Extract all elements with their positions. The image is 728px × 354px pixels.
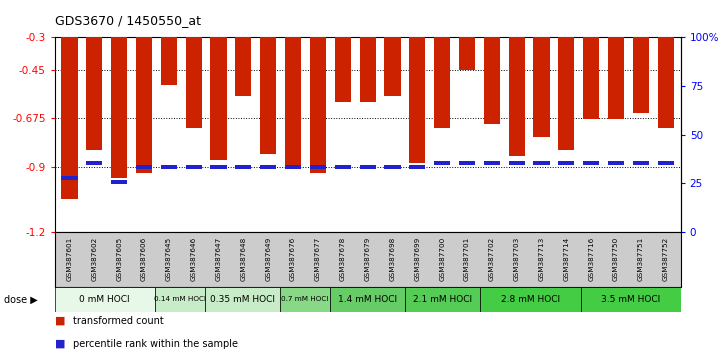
Bar	[161, 165, 177, 169]
Text: GSM387678: GSM387678	[340, 236, 346, 280]
Text: GSM387751: GSM387751	[638, 236, 644, 280]
Bar	[459, 161, 475, 165]
Bar	[384, 37, 400, 96]
Text: GSM387716: GSM387716	[588, 236, 594, 280]
Text: GSM387606: GSM387606	[141, 236, 147, 280]
Bar	[260, 165, 277, 169]
Bar	[657, 37, 674, 128]
Bar	[534, 37, 550, 137]
Bar	[409, 165, 425, 169]
Text: GSM387676: GSM387676	[290, 236, 296, 280]
Bar	[136, 165, 152, 169]
Text: GSM387750: GSM387750	[613, 236, 619, 280]
Text: GSM387703: GSM387703	[514, 236, 520, 280]
Bar	[55, 287, 155, 312]
Bar	[583, 37, 599, 119]
Bar	[330, 287, 405, 312]
Bar	[608, 37, 624, 119]
Bar	[260, 37, 277, 154]
Text: GSM387647: GSM387647	[215, 236, 221, 280]
Text: GSM387679: GSM387679	[365, 236, 371, 280]
Bar	[608, 161, 624, 165]
Text: GSM387677: GSM387677	[315, 236, 321, 280]
Bar	[61, 176, 78, 180]
Text: 0.14 mM HOCl: 0.14 mM HOCl	[154, 297, 206, 302]
Bar	[405, 287, 480, 312]
Bar	[633, 37, 649, 113]
Text: GDS3670 / 1450550_at: GDS3670 / 1450550_at	[55, 14, 201, 27]
Bar	[434, 161, 450, 165]
Text: GSM387605: GSM387605	[116, 236, 122, 280]
Text: ■: ■	[55, 316, 65, 326]
Text: 2.8 mM HOCl: 2.8 mM HOCl	[501, 295, 560, 304]
Text: 0.7 mM HOCl: 0.7 mM HOCl	[281, 297, 329, 302]
Bar	[87, 37, 103, 150]
Text: ■: ■	[55, 339, 65, 349]
Bar	[310, 37, 326, 173]
Text: GSM387649: GSM387649	[265, 236, 272, 280]
Bar	[210, 165, 226, 169]
Text: GSM387702: GSM387702	[489, 236, 495, 280]
Bar	[580, 287, 681, 312]
Text: percentile rank within the sample: percentile rank within the sample	[73, 339, 238, 349]
Text: GSM387713: GSM387713	[539, 236, 545, 280]
Text: GSM387752: GSM387752	[662, 236, 669, 280]
Text: GSM387648: GSM387648	[240, 236, 246, 280]
Bar	[280, 287, 330, 312]
Text: 0 mM HOCl: 0 mM HOCl	[79, 295, 130, 304]
Bar	[155, 287, 205, 312]
Text: 1.4 mM HOCl: 1.4 mM HOCl	[338, 295, 397, 304]
Bar	[384, 165, 400, 169]
Bar	[235, 165, 251, 169]
Bar	[534, 161, 550, 165]
Text: dose ▶: dose ▶	[4, 295, 37, 304]
Text: GSM387602: GSM387602	[91, 236, 98, 280]
Bar	[285, 165, 301, 169]
Bar	[210, 37, 226, 160]
Text: 2.1 mM HOCl: 2.1 mM HOCl	[414, 295, 472, 304]
Bar	[360, 165, 376, 169]
Text: GSM387646: GSM387646	[191, 236, 197, 280]
Bar	[583, 161, 599, 165]
Bar	[136, 37, 152, 173]
Text: GSM387714: GSM387714	[563, 236, 569, 280]
Bar	[509, 37, 525, 156]
Bar	[335, 165, 351, 169]
Bar	[87, 161, 103, 165]
Bar	[61, 37, 78, 199]
Bar	[409, 37, 425, 162]
Bar	[657, 161, 674, 165]
Bar	[434, 37, 450, 128]
Text: GSM387700: GSM387700	[439, 236, 446, 280]
Bar	[459, 37, 475, 70]
Bar	[484, 37, 500, 124]
Bar	[558, 161, 574, 165]
Bar	[335, 37, 351, 102]
Bar	[509, 161, 525, 165]
Bar	[484, 161, 500, 165]
Text: transformed count: transformed count	[73, 316, 164, 326]
Bar	[161, 37, 177, 85]
Bar	[360, 37, 376, 102]
Text: GSM387701: GSM387701	[464, 236, 470, 280]
Text: 3.5 mM HOCl: 3.5 mM HOCl	[601, 295, 660, 304]
Bar	[186, 165, 202, 169]
Bar	[111, 37, 127, 178]
Bar	[235, 37, 251, 96]
Text: GSM387698: GSM387698	[389, 236, 395, 280]
Bar	[480, 287, 580, 312]
Text: 0.35 mM HOCl: 0.35 mM HOCl	[210, 295, 275, 304]
Bar	[186, 37, 202, 128]
Bar	[205, 287, 280, 312]
Text: GSM387699: GSM387699	[414, 236, 420, 280]
Bar	[558, 37, 574, 150]
Text: GSM387601: GSM387601	[66, 236, 73, 280]
Bar	[310, 165, 326, 169]
Text: GSM387645: GSM387645	[166, 236, 172, 280]
Bar	[111, 180, 127, 184]
Bar	[285, 37, 301, 167]
Bar	[633, 161, 649, 165]
